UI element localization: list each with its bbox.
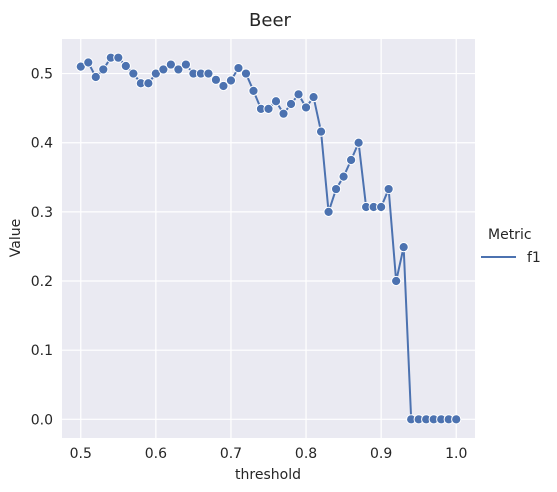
data-point <box>143 78 154 89</box>
plot-area <box>62 39 475 438</box>
data-point <box>203 68 214 79</box>
chart-title: Beer <box>249 10 291 31</box>
data-point <box>210 74 222 85</box>
data-point <box>315 126 327 137</box>
legend-title: Metric <box>488 227 532 243</box>
x-tick-label: 0.8 <box>295 446 317 462</box>
data-point <box>180 59 191 70</box>
data-point <box>263 103 274 114</box>
data-point <box>391 275 402 287</box>
data-point <box>346 154 357 166</box>
data-point <box>300 102 312 113</box>
data-point <box>308 91 319 103</box>
data-point <box>248 85 259 96</box>
data-point <box>173 64 184 75</box>
data-point <box>398 242 409 253</box>
y-tick-label: 0.1 <box>31 343 53 359</box>
data-point <box>240 68 252 79</box>
y-tick-labels: 0.0 0.1 0.2 0.3 0.4 0.5 <box>31 67 53 429</box>
data-point <box>165 59 176 70</box>
y-tick-label: 0.2 <box>31 274 53 290</box>
data-point <box>128 68 139 79</box>
data-point <box>90 71 101 83</box>
data-point <box>278 108 289 119</box>
x-tick-label: 0.5 <box>70 446 92 462</box>
data-point <box>158 64 169 75</box>
data-point <box>120 60 131 72</box>
data-point <box>113 52 124 63</box>
data-point <box>218 80 229 92</box>
data-point <box>98 64 109 75</box>
data-point <box>285 98 297 110</box>
y-tick-label: 0.4 <box>31 136 53 152</box>
data-point <box>383 183 394 195</box>
legend: Metric f1 <box>481 227 541 266</box>
data-point <box>353 137 364 148</box>
data-point <box>233 62 244 74</box>
data-point <box>376 201 387 213</box>
x-tick-label: 0.9 <box>370 446 392 462</box>
data-point <box>330 183 342 195</box>
data-point <box>225 75 237 86</box>
x-tick-label: 1.0 <box>445 446 467 462</box>
data-point <box>293 89 304 100</box>
x-tick-labels: 0.5 0.6 0.7 0.8 0.9 1.0 <box>70 446 468 462</box>
data-point <box>451 414 462 425</box>
y-tick-label: 0.0 <box>31 412 53 428</box>
series-group <box>75 52 462 425</box>
data-point <box>270 96 282 107</box>
legend-label-f1: f1 <box>527 250 541 266</box>
y-axis-label: Value <box>8 219 24 257</box>
y-tick-label: 0.5 <box>31 67 53 83</box>
x-tick-label: 0.6 <box>145 446 167 462</box>
y-tick-label: 0.3 <box>31 205 53 221</box>
data-point <box>323 206 334 217</box>
x-tick-label: 0.7 <box>220 446 242 462</box>
x-axis-label: threshold <box>235 467 301 483</box>
data-point <box>338 171 349 182</box>
data-point <box>83 57 94 68</box>
